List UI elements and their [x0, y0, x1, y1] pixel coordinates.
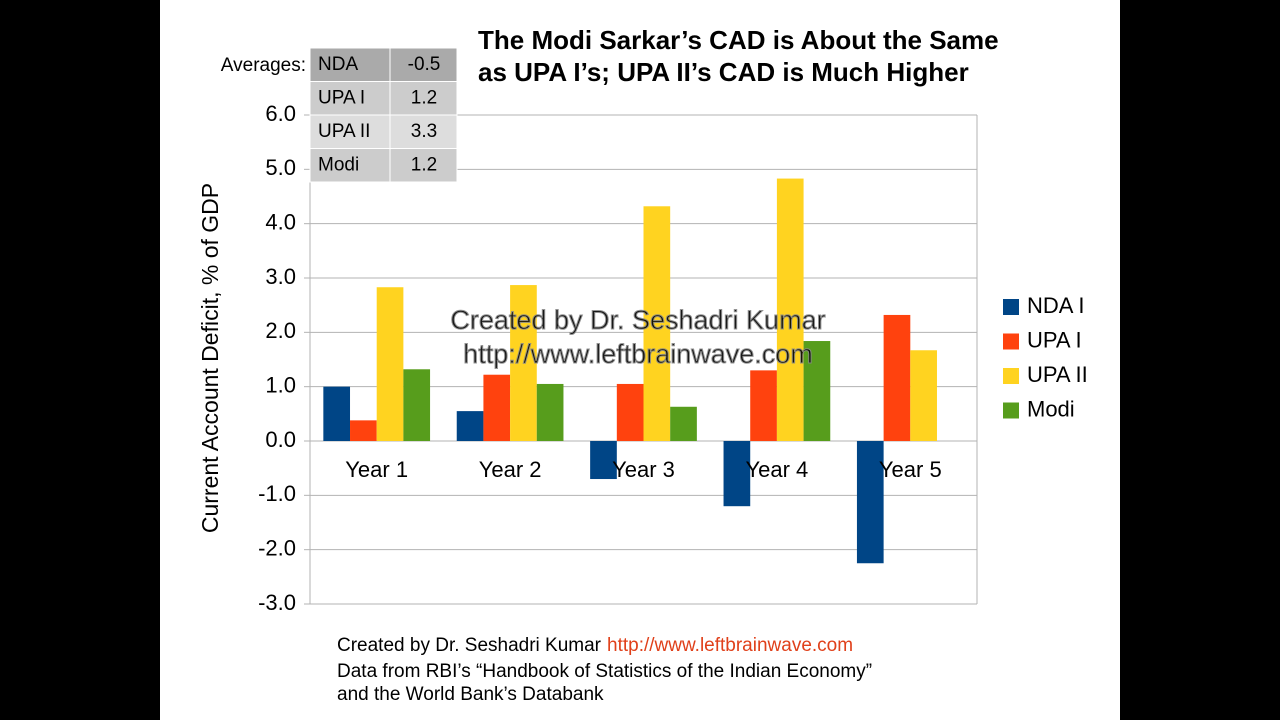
table-name: NDA: [318, 54, 358, 75]
legend-swatch: [1003, 299, 1019, 315]
averages-label: Averages:: [221, 55, 306, 76]
legend-label: UPA II: [1027, 362, 1088, 387]
footer-url: http://www.leftbrainwave.com: [607, 635, 853, 656]
bar: [350, 420, 377, 441]
legend-label: Modi: [1027, 396, 1075, 421]
bar: [376, 287, 404, 441]
table-value: 3.3: [411, 121, 437, 142]
bar: [456, 411, 484, 441]
y-tick-label: 1.0: [265, 372, 296, 397]
bar: [590, 441, 617, 480]
bar: [776, 178, 804, 441]
table-value: 1.2: [411, 155, 437, 176]
table-value: -0.5: [408, 54, 441, 75]
watermark: Created by Dr. Seshadri Kumar: [450, 305, 825, 335]
bar: [883, 314, 911, 441]
footer-credit: Created by Dr. Seshadri Kumar http://www.…: [337, 635, 853, 656]
y-tick-label: 5.0: [265, 155, 296, 180]
chart-title: as UPA I’s; UPA II’s CAD is Much Higher: [478, 57, 969, 87]
legend-label: NDA I: [1027, 293, 1084, 318]
table-cell: [389, 114, 458, 149]
x-tick-label: Year 5: [879, 457, 942, 482]
table-value: 1.2: [411, 88, 437, 109]
table-name: UPA I: [318, 88, 365, 109]
footer-line: Data from RBI’s “Handbook of Statistics …: [337, 661, 872, 682]
watermark: http://www.leftbrainwave.com: [463, 339, 813, 369]
x-tick-label: Year 4: [745, 457, 808, 482]
bar: [750, 370, 777, 441]
table-cell: [309, 148, 391, 183]
footer-line: and the World Bank’s Databank: [337, 684, 604, 705]
bar: [510, 285, 537, 441]
y-tick-label: 6.0: [265, 101, 296, 126]
bar: [803, 341, 831, 441]
x-tick-label: Year 3: [612, 457, 675, 482]
bar: [483, 374, 511, 441]
table-cell: [389, 81, 458, 116]
x-tick-label: Year 2: [479, 457, 542, 482]
legend-swatch: [1003, 333, 1019, 350]
table-cell: [389, 47, 458, 82]
legend-swatch: [1003, 368, 1019, 384]
table-cell: [389, 148, 458, 183]
chart-title: The Modi Sarkar’s CAD is About the Same: [478, 25, 999, 55]
x-tick-label: Year 1: [345, 457, 408, 482]
y-axis-label: Current Account Deficit, % of GDP: [197, 183, 223, 533]
table-cell: [309, 114, 391, 149]
table-name: Modi: [318, 155, 359, 176]
y-tick-label: -3.0: [258, 590, 296, 615]
bar: [643, 206, 671, 441]
y-tick-label: 4.0: [265, 209, 296, 234]
legend-swatch: [1003, 402, 1019, 419]
bar: [723, 441, 751, 507]
footer-credit-text: Created by Dr. Seshadri Kumar: [337, 635, 602, 656]
y-tick-label: 3.0: [265, 264, 296, 289]
bar: [536, 383, 564, 441]
bar: [616, 383, 644, 441]
legend-label: UPA I: [1027, 327, 1082, 352]
y-tick-label: 0.0: [265, 427, 296, 452]
y-tick-label: 2.0: [265, 318, 296, 343]
y-tick-label: -1.0: [258, 481, 296, 506]
y-tick-label: -2.0: [258, 535, 296, 560]
table-name: UPA II: [318, 121, 370, 142]
bar: [856, 441, 884, 564]
bar: [403, 369, 431, 441]
bar: [323, 386, 351, 441]
bar: [910, 350, 937, 441]
bar: [670, 406, 697, 441]
